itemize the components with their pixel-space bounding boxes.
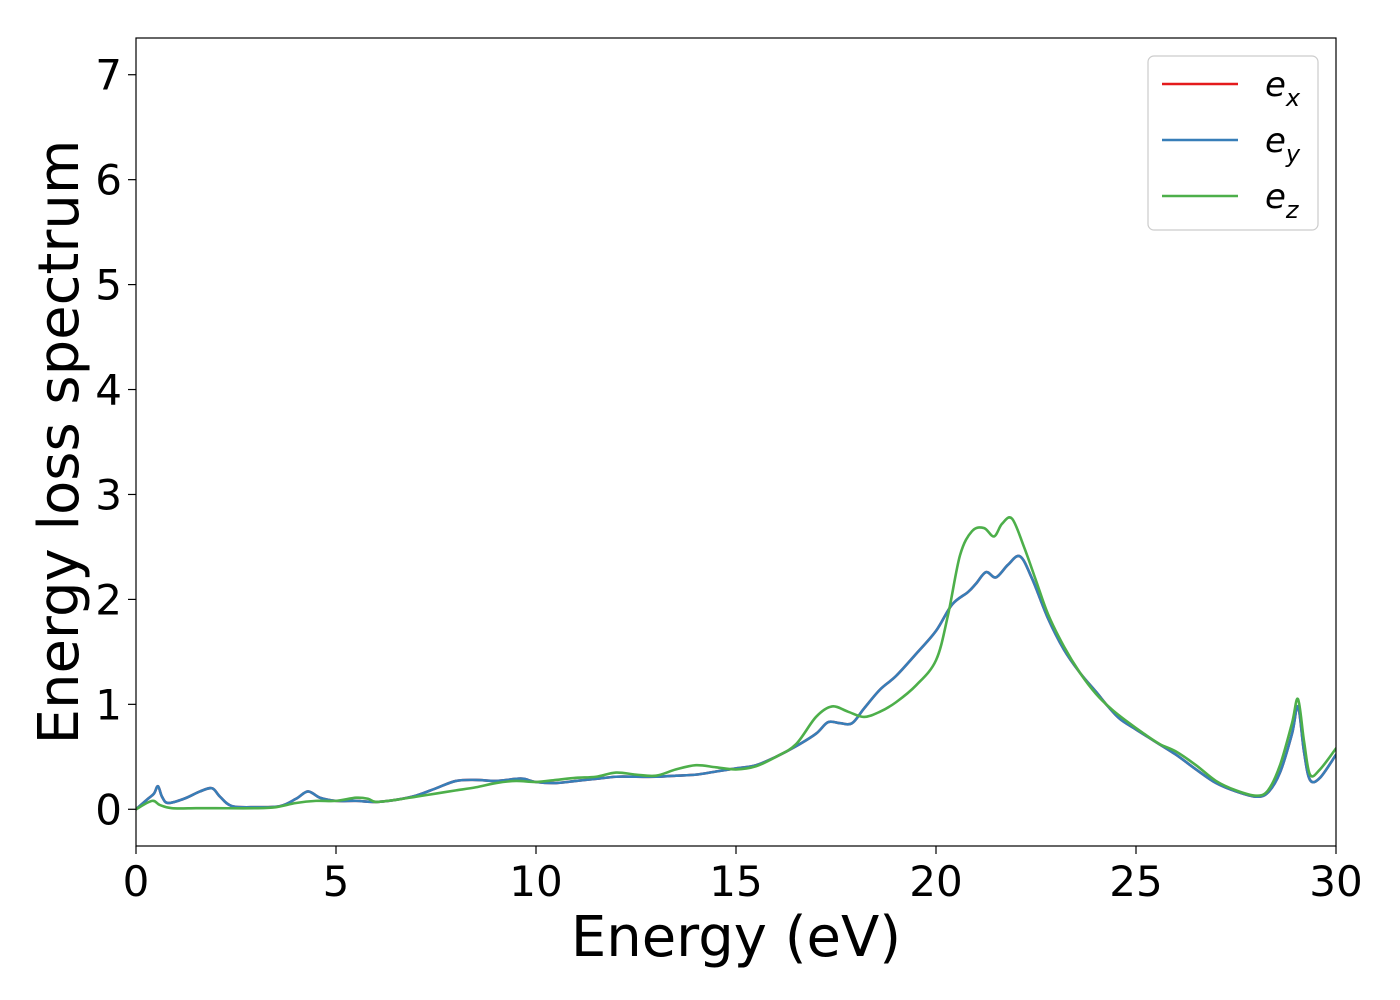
legend-box [1147, 55, 1319, 231]
x-tick-label: 0 [123, 857, 150, 906]
legend-label-subscript: y [1285, 140, 1301, 168]
x-tick-label: 25 [1109, 857, 1162, 906]
y-tick-label: 2 [95, 575, 122, 624]
y-tick-label: 7 [95, 51, 122, 100]
x-tick-label: 20 [909, 857, 962, 906]
x-tick-label: 15 [709, 857, 762, 906]
legend-label-ey: ey [1265, 121, 1301, 168]
x-tick-label: 5 [323, 857, 350, 906]
y-tick-label: 1 [95, 680, 122, 729]
legend-label-base: e [1265, 121, 1286, 161]
series-layer [136, 516, 1336, 811]
x-tick-label: 30 [1309, 857, 1362, 906]
legend-label-ez: ez [1265, 177, 1300, 224]
y-tick-label: 5 [95, 261, 122, 310]
legend-label-subscript: z [1285, 196, 1300, 224]
y-tick-label: 0 [95, 785, 122, 834]
x-axis-label: Energy (eV) [571, 905, 901, 970]
y-axis-label: Energy loss spectrum [27, 140, 92, 745]
y-tick-label: 3 [95, 470, 122, 519]
series-line-ez [136, 516, 1336, 811]
y-axis: 0 1 2 3 4 5 6 7 [95, 51, 136, 834]
legend-label-base: e [1265, 177, 1286, 217]
legend-label-ex: ex [1265, 65, 1301, 112]
legend-label-subscript: x [1285, 84, 1301, 112]
y-tick-label: 6 [95, 156, 122, 205]
legend-label-base: e [1265, 65, 1286, 105]
y-tick-label: 4 [95, 366, 122, 415]
x-tick-label: 10 [509, 857, 562, 906]
x-axis: 0 5 10 15 20 25 30 [123, 846, 1363, 906]
